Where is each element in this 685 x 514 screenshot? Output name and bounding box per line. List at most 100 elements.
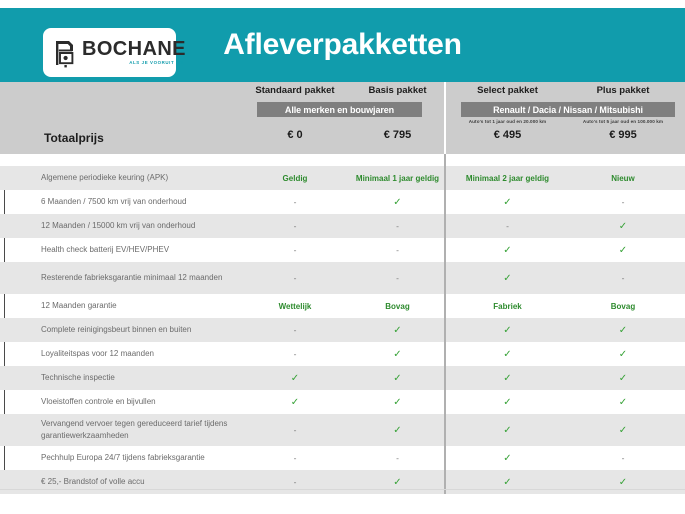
cell-value: -: [293, 325, 297, 335]
bochane-logo: BOCHANE ALS JE VOORUIT WIL: [43, 28, 186, 77]
cell-value: -: [621, 273, 625, 283]
cell-value: -: [293, 453, 297, 463]
table-row: € 25,- Brandstof of volle accu - ✓ ✓ ✓: [0, 470, 685, 494]
cell-value: -: [293, 273, 297, 283]
feature-label: Loyaliteitspas voor 12 maanden: [41, 349, 154, 359]
row-left-marker: [4, 262, 5, 294]
cell-value: ✓: [503, 396, 512, 408]
totaalprijs-label: Totaalprijs: [44, 131, 104, 145]
feature-label: € 25,- Brandstof of volle accu: [41, 477, 145, 487]
cell-value: Nieuw: [611, 173, 635, 183]
row-left-marker: [4, 342, 5, 366]
cell-value: ✓: [503, 244, 512, 256]
column-group-divider-bottom: [444, 480, 446, 492]
table-row: Resterende fabrieksgarantie minimaal 12 …: [0, 262, 685, 294]
column-group-divider-segment: [444, 446, 446, 470]
cell-value: -: [621, 453, 625, 463]
table-row: Technische inspectie ✓ ✓ ✓ ✓: [0, 366, 685, 390]
cell-value: Fabriek: [493, 301, 522, 311]
row-left-marker: [4, 414, 5, 446]
row-left-marker: [4, 318, 5, 342]
cell-value: ✓: [393, 396, 402, 408]
table-row: Vervangend vervoer tegen gereduceerd tar…: [0, 414, 685, 446]
column-title-plus: Plus pakket: [596, 85, 650, 96]
column-group-divider-segment: [444, 238, 446, 262]
cell-value: ✓: [393, 372, 402, 384]
cell-value: Wettelijk: [278, 301, 312, 311]
cell-value: ✓: [503, 476, 512, 488]
row-left-marker: [4, 294, 5, 318]
table-top-spacer: [0, 154, 685, 166]
table-row: Pechhulp Europa 24/7 tijdens fabrieksgar…: [0, 446, 685, 470]
cell-value: ✓: [618, 324, 628, 336]
price-standaard: € 0: [287, 129, 303, 141]
price-plus: € 995: [609, 129, 637, 141]
table-row: 6 Maanden / 7500 km vrij van onderhoud - ✓…: [0, 190, 685, 214]
cell-value: -: [621, 197, 625, 207]
cell-value: -: [396, 453, 399, 463]
cell-value: ✓: [393, 324, 402, 336]
table-bottom-rule: [0, 489, 685, 490]
cell-value: ✓: [503, 372, 512, 384]
feature-label: Vervangend vervoer tegen gereduceerd tar…: [41, 419, 228, 440]
cell-value: ✓: [618, 372, 628, 384]
table-row: Complete reinigingsbeurt binnen en buite…: [0, 318, 685, 342]
column-group-divider-segment: [444, 294, 446, 318]
table-row: Algemene periodieke keuring (APK) Geldig M…: [0, 166, 685, 190]
price-basis: € 795: [383, 129, 412, 141]
row-left-marker: [4, 238, 5, 262]
table-row: Health check batterij EV/HEV/PHEV - - ✓ ✓: [0, 238, 685, 262]
column-group-divider-segment: [444, 366, 446, 390]
cell-value: ✓: [290, 372, 300, 384]
cell-value: ✓: [503, 196, 512, 208]
column-group-divider-segment: [444, 166, 446, 190]
feature-label: Algemene periodieke keuring (APK): [41, 173, 169, 183]
feature-label: Complete reinigingsbeurt binnen en buite…: [41, 325, 192, 335]
column-group-divider-segment: [444, 190, 446, 214]
table-row: Loyaliteitspas voor 12 maanden - ✓ ✓ ✓: [0, 342, 685, 366]
row-left-marker: [4, 470, 5, 494]
feature-label: Resterende fabrieksgarantie minimaal 12 …: [41, 273, 223, 283]
price-select: € 495: [493, 129, 522, 141]
column-group-divider-segment: [444, 214, 446, 238]
table-row: Vloeistoffen controle en bijvullen ✓ ✓ ✓ ✓: [0, 390, 685, 414]
cell-value: ✓: [290, 396, 300, 408]
column-header-block: [0, 82, 685, 154]
feature-label: Technische inspectie: [41, 373, 115, 383]
cell-value: ✓: [503, 272, 512, 284]
cell-value: ✓: [618, 348, 628, 360]
cell-value: -: [293, 477, 297, 487]
table-row: 12 Maanden garantie Wettelijk Bovag Fabriek…: [0, 294, 685, 318]
column-note-select: Auto's tot 1 jaar oud en 20.000 km: [468, 119, 547, 124]
column-group-divider-segment: [444, 390, 446, 414]
feature-label: 6 Maanden / 7500 km vrij van onderhoud: [41, 197, 187, 207]
cell-value: Bovag: [610, 301, 636, 311]
cell-value: Bovag: [385, 301, 410, 311]
feature-label: Health check batterij EV/HEV/PHEV: [41, 245, 170, 255]
cell-value: Minimaal 1 jaar geldig: [355, 173, 440, 183]
table-bottom-spacer: [0, 494, 685, 504]
cell-value: ✓: [503, 424, 512, 436]
comparison-table-body: Algemene periodieke keuring (APK) Geldig M…: [0, 154, 685, 504]
row-left-marker: [4, 390, 5, 414]
column-title-select: Select pakket: [477, 85, 538, 96]
page-header-band: Afleverpakketten BOCHANE ALS JE VOORUIT …: [0, 8, 685, 82]
cell-value: -: [293, 425, 297, 435]
cell-value: -: [396, 221, 399, 231]
column-group-divider-segment: [444, 154, 446, 166]
feature-label: Vloeistoffen controle en bijvullen: [41, 397, 156, 407]
cell-value: ✓: [393, 196, 402, 208]
table-row: 12 Maanden / 15000 km vrij van onderhoud…: [0, 214, 685, 238]
badge-merken-select-plus: Renault / Dacia / Nissan / Mitsubishi: [461, 102, 675, 117]
bochane-tagline: ALS JE VOORUIT WIL: [129, 60, 186, 66]
cell-value: ✓: [618, 220, 628, 232]
cell-value: -: [506, 221, 509, 231]
row-left-marker: [4, 166, 5, 190]
cell-value: ✓: [393, 348, 402, 360]
badge-alle-merken: Alle merken en bouwjaren: [257, 102, 422, 117]
bochane-logo-text: BOCHANE ALS JE VOORUIT WIL: [82, 39, 186, 65]
cell-value: -: [293, 349, 297, 359]
column-group-divider-segment: [444, 318, 446, 342]
cell-value: ✓: [618, 476, 628, 488]
cell-value: ✓: [503, 324, 512, 336]
